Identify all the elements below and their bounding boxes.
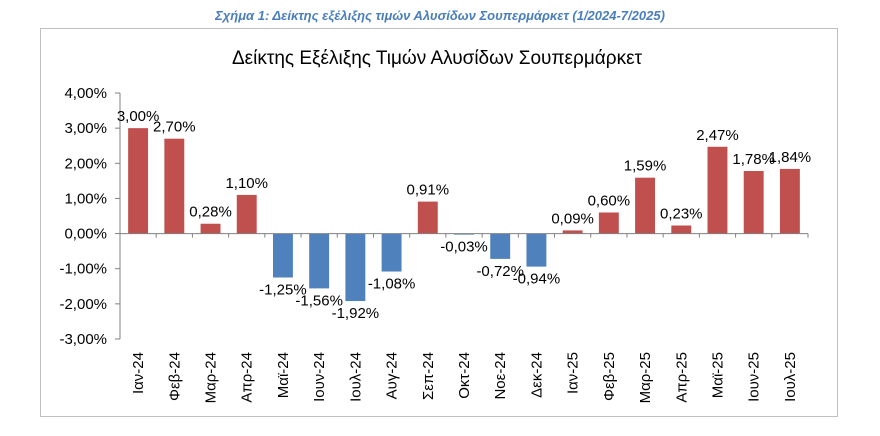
data-label: -0,72% — [476, 263, 524, 280]
bar — [490, 233, 511, 259]
data-label: 3,00% — [117, 108, 160, 125]
bar — [707, 146, 728, 234]
bar — [309, 233, 330, 289]
x-tick-label: Μαϊ-24 — [275, 352, 292, 398]
x-tick-label: Ιουλ-25 — [782, 352, 799, 402]
data-label: 0,09% — [551, 210, 594, 227]
bar — [779, 168, 800, 234]
y-tick-label: 0,00% — [64, 226, 107, 243]
x-tick-label: Αυγ-24 — [384, 352, 401, 399]
x-tick-label: Ιουλ-24 — [347, 352, 364, 402]
y-tick-label: 1,00% — [64, 190, 107, 207]
x-tick-label: Ιαν-25 — [565, 352, 582, 394]
x-tick-label: Σεπ-24 — [420, 352, 437, 400]
data-label: 1,78% — [732, 151, 775, 168]
x-tick-label: Οκτ-24 — [456, 352, 473, 399]
bar — [381, 233, 402, 272]
x-tick-label: Ιουν-25 — [746, 352, 763, 402]
data-label: 2,47% — [696, 127, 739, 144]
data-label: -1,92% — [332, 305, 380, 322]
data-label: -1,56% — [295, 292, 343, 309]
y-tick-label: 3,00% — [64, 120, 107, 137]
chart-title: Δείκτης Εξέλιξης Τιμών Αλυσίδων Σουπερμά… — [232, 48, 643, 69]
bar — [164, 138, 185, 234]
data-label: 0,60% — [588, 192, 631, 209]
figure-caption: Σχήμα 1: Δείκτης εξέλιξης τιμών Αλυσίδων… — [215, 8, 665, 23]
data-label: 0,23% — [660, 205, 703, 222]
bar — [417, 201, 438, 234]
data-label: 0,91% — [407, 182, 450, 199]
x-tick-label: Μαϊ-25 — [709, 352, 726, 398]
x-tick-label: Μαρ-24 — [203, 352, 220, 403]
y-tick-label: -1,00% — [59, 261, 107, 278]
bar — [526, 233, 547, 267]
data-label: -0,94% — [513, 271, 561, 288]
bar — [671, 225, 692, 234]
bar — [272, 233, 293, 278]
data-label: 1,84% — [769, 149, 812, 166]
y-tick-label: -2,00% — [59, 296, 107, 313]
x-tick-label: Φεβ-24 — [166, 352, 183, 401]
bar — [598, 212, 619, 234]
x-axis: Ιαν-24 Φεβ-24 Μαρ-24 Απρ-24 Μαϊ-24 Ιουν-24 Ιου… — [119, 233, 809, 403]
x-tick-label: Απρ-24 — [239, 352, 256, 403]
x-tick-label: Νοε-24 — [492, 352, 509, 400]
data-label: 0,28% — [189, 204, 232, 221]
bar — [562, 230, 583, 234]
x-tick-label: Φεβ-25 — [601, 352, 618, 401]
y-tick-label: 4,00% — [64, 85, 107, 102]
bar — [200, 223, 221, 234]
data-label: 2,70% — [153, 119, 196, 136]
x-tick-label: Ιουν-24 — [311, 352, 328, 402]
x-tick-label: Μαρ-25 — [637, 352, 654, 403]
bar — [345, 233, 366, 302]
y-tick-label: 2,00% — [64, 155, 107, 172]
bar — [128, 128, 149, 234]
bars — [128, 128, 800, 302]
x-tick-label: Δεκ-24 — [528, 352, 545, 398]
y-tick-label: -3,00% — [59, 331, 107, 348]
x-tick-label: Ιαν-24 — [130, 352, 147, 394]
y-axis: 4,00% 3,00% 2,00% 1,00% 0,00% -1,00% -2,00% -3,… — [59, 85, 121, 348]
data-label: -1,25% — [259, 282, 307, 299]
data-label: -1,08% — [368, 276, 416, 293]
data-label: 1,59% — [624, 158, 667, 175]
bar — [236, 194, 257, 234]
bar — [454, 233, 474, 235]
x-tick-label: Απρ-25 — [673, 352, 690, 403]
data-label: 1,10% — [225, 175, 268, 192]
data-labels: 3,00%2,70% 0,28% 1,10% -1,25%-1,56%-1,92% -1… — [117, 108, 811, 322]
bar — [635, 177, 656, 234]
data-label: -0,03% — [440, 239, 488, 256]
bar — [743, 171, 764, 234]
